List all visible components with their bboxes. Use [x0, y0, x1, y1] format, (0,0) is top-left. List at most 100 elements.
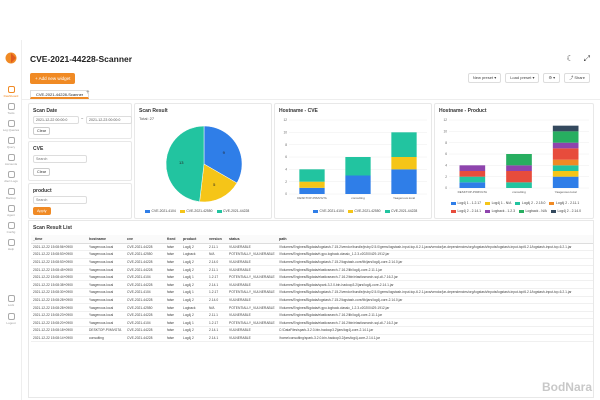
legend-item[interactable]: CVE-2021-4104: [145, 209, 176, 213]
bar-segment: [552, 176, 579, 188]
add-tab-icon[interactable]: +: [86, 90, 90, 96]
page-title: CVE-2021-44228-Scanner: [30, 54, 133, 64]
sidebar-item-dashboard[interactable]: Dashboard: [0, 86, 22, 102]
sidebar-item-backup[interactable]: Backup: [0, 188, 22, 204]
table-row[interactable]: 2021-12-22 15:08:45+0900 Yaagenous.local C…: [31, 265, 593, 274]
column-header-cve[interactable]: cve: [125, 235, 165, 244]
legend-item[interactable]: Log4j 1 - 1.2.17: [451, 201, 481, 205]
pie-slice-cve-2021-4104: [203, 125, 243, 184]
legend-item[interactable]: Log4j 2 - 2.14.1: [451, 209, 481, 213]
table-row[interactable]: 2021-12-22 15:08:18+0900 DESKTOP-P0MVGTA C…: [31, 326, 593, 335]
legend-item[interactable]: CVE-2021-4104: [313, 209, 344, 213]
legend-item[interactable]: Logback - 1.2.3: [485, 209, 515, 213]
load-preset-select[interactable]: Load preset ▾: [505, 73, 540, 83]
cve-clear-button[interactable]: Clear: [33, 168, 51, 176]
table-cell-cve: CVE-2021-42550: [125, 250, 165, 259]
cve-search-input[interactable]: [33, 155, 87, 163]
product-apply-button[interactable]: Apply: [33, 207, 51, 215]
sidebar-item-logout[interactable]: Logout: [0, 313, 22, 329]
table-row[interactable]: 2021-12-22 15:08:56+0900 Yaagenous.local C…: [31, 243, 593, 252]
new-preset-select[interactable]: New preset ▾: [467, 73, 502, 83]
sidebar-item-label: Logout: [6, 321, 16, 325]
legend-item[interactable]: CVE-2021-42550: [347, 209, 381, 213]
table-cell-path: /Volumes/Engines/Bigdata/rt.gpu.logback.…: [277, 250, 593, 259]
legend-label: CVE-2021-4104: [151, 209, 176, 213]
table-cell-fixed: false: [165, 296, 181, 305]
bar-segment: [552, 171, 579, 177]
table-cell-cve: CVE-2021-4104: [125, 318, 165, 328]
table-row[interactable]: 2021-12-22 15:08:20+0900 Yaagenous.local C…: [31, 318, 593, 328]
table-row[interactable]: 2021-12-22 15:08:38+0900 Yaagenous.local C…: [31, 280, 593, 290]
pie-slice-label: 13: [179, 160, 184, 165]
product-search-input[interactable]: [33, 196, 87, 204]
legend-item[interactable]: Log4j 2 - 2.14.0: [550, 209, 581, 213]
table-row[interactable]: 2021-12-22 15:08:30+0900 Yaagenous.local C…: [31, 288, 593, 297]
settings-button[interactable]: ⚙ ▾: [543, 73, 561, 83]
legend-label: CVE-2021-42550: [186, 209, 213, 213]
share-button[interactable]: ⤴ Share: [564, 73, 590, 83]
table-row[interactable]: 2021-12-22 15:08:44+0900 Yaagenous.local C…: [31, 273, 593, 282]
bar-segment: [391, 157, 417, 170]
date-to-input[interactable]: 2021-12-23 00:00:0: [86, 116, 132, 124]
table-row[interactable]: 2021-12-22 15:08:28+0900 Yaagenous.local C…: [31, 296, 593, 305]
x-tick-label: consulting: [351, 196, 365, 200]
table-cell-product: Log4j 1: [181, 318, 207, 328]
legend-swatch: [347, 209, 353, 213]
sidebar-item-agent[interactable]: Agent: [0, 205, 22, 221]
sidebar-item-accounts[interactable]: Accounts: [0, 154, 22, 170]
legend-item[interactable]: CVE-2021-42550: [179, 209, 213, 213]
legend-item[interactable]: CVE-2021-44228: [384, 209, 417, 213]
table-cell-product: Log4j 1: [181, 288, 207, 297]
column-header-hostname[interactable]: hostname: [87, 235, 125, 244]
table-cell-cve: CVE-2021-44228: [125, 334, 165, 343]
table-cell-path: /Volumes/Engines/Bigdata/logstash-7.15.2…: [277, 296, 593, 305]
sidebar-item-config[interactable]: Config: [0, 222, 22, 238]
pie-slice-cve-2021-44228: [165, 125, 205, 203]
column-header-time[interactable]: _time: [31, 235, 87, 244]
watermark: BodNara: [541, 380, 592, 394]
sidebar-item-lock[interactable]: Lock: [0, 295, 22, 311]
hostname-product-legend: Log4j 1 - 1.2.17 Log4j 1 - N/A Log4j 2 - 2…: [451, 201, 591, 213]
column-header-product[interactable]: product: [181, 235, 207, 244]
sidebar-item-help[interactable]: Help: [0, 239, 22, 255]
table-cell-hostname: DESKTOP-P0MVGTA: [87, 326, 125, 335]
share-label: Share: [574, 75, 585, 80]
table-row[interactable]: 2021-12-22 15:08:53+0900 Yaagenous.local C…: [31, 258, 593, 267]
fullscreen-icon[interactable]: ⤢: [583, 54, 590, 63]
legend-item[interactable]: Log4j 1 - N/A: [485, 201, 511, 205]
table-cell-time: 2021-12-22 15:08:38+0900: [31, 280, 87, 290]
y-tick-label: 0: [285, 192, 287, 196]
y-tick-label: 8: [445, 141, 447, 145]
column-header-version[interactable]: version: [207, 235, 227, 244]
legend-swatch: [515, 201, 521, 205]
legend-label: Log4j 2 - 2.15.0: [521, 201, 546, 205]
date-clear-button[interactable]: Clear: [33, 127, 51, 135]
column-header-status[interactable]: status: [227, 235, 277, 244]
date-from-input[interactable]: 2021-12-22 00:00:0: [33, 116, 79, 124]
legend-item[interactable]: CVE-2021-44228: [216, 209, 249, 213]
table-cell-version: 2.14.0: [207, 296, 227, 305]
table-row[interactable]: 2021-12-22 15:08:23+0900 Yaagenous.local C…: [31, 311, 593, 320]
tab-scanner[interactable]: CVE-2021-44228-Scanner: [30, 90, 90, 99]
app-logo[interactable]: [5, 52, 17, 64]
column-header-path[interactable]: path: [277, 235, 593, 244]
table-row[interactable]: 2021-12-22 15:08:28+0900 Yaagenous.local C…: [31, 303, 593, 312]
add-widget-button[interactable]: + Add new widget: [30, 73, 76, 84]
column-header-fixed[interactable]: fixed: [165, 235, 181, 244]
table-cell-hostname: consulting: [87, 334, 125, 343]
moon-icon[interactable]: ☾: [566, 54, 574, 63]
sidebar-item-query[interactable]: Query: [0, 137, 22, 153]
sidebar-item-log-queries[interactable]: Log Queries: [0, 120, 22, 136]
table-row[interactable]: 2021-12-22 15:08:14+0900 consulting CVE-20…: [31, 334, 593, 343]
hostname-cve-legend: CVE-2021-4104 CVE-2021-42550 CVE-2021-4422…: [313, 209, 417, 213]
legend-item[interactable]: Log4j 2 - 2.15.0: [515, 201, 545, 205]
sidebar: [0, 40, 22, 400]
legend-item[interactable]: Logback - N/A: [518, 209, 547, 213]
table-row[interactable]: 2021-12-22 15:08:53+0900 Yaagenous.local C…: [31, 250, 593, 259]
table-body: 2021-12-22 15:08:56+0900 Yaagenous.local C…: [31, 243, 593, 343]
table-cell-fixed: false: [165, 273, 181, 282]
sidebar-item-alert-logs[interactable]: Alert Logs: [0, 171, 22, 187]
legend-item[interactable]: Log4j 2 - 2.11.1: [549, 201, 579, 205]
pie-slice-label: 9: [223, 150, 226, 155]
sidebar-item-tools[interactable]: Tools: [0, 103, 22, 119]
